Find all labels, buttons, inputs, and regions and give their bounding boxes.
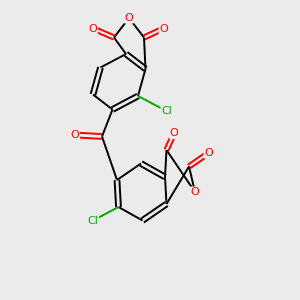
Text: O: O [190,187,200,197]
Text: O: O [169,128,178,139]
Text: Cl: Cl [161,106,172,116]
Text: O: O [88,23,98,34]
Text: O: O [70,130,80,140]
Text: Cl: Cl [88,215,98,226]
Text: O: O [204,148,213,158]
Text: O: O [159,23,168,34]
Text: O: O [124,13,134,23]
